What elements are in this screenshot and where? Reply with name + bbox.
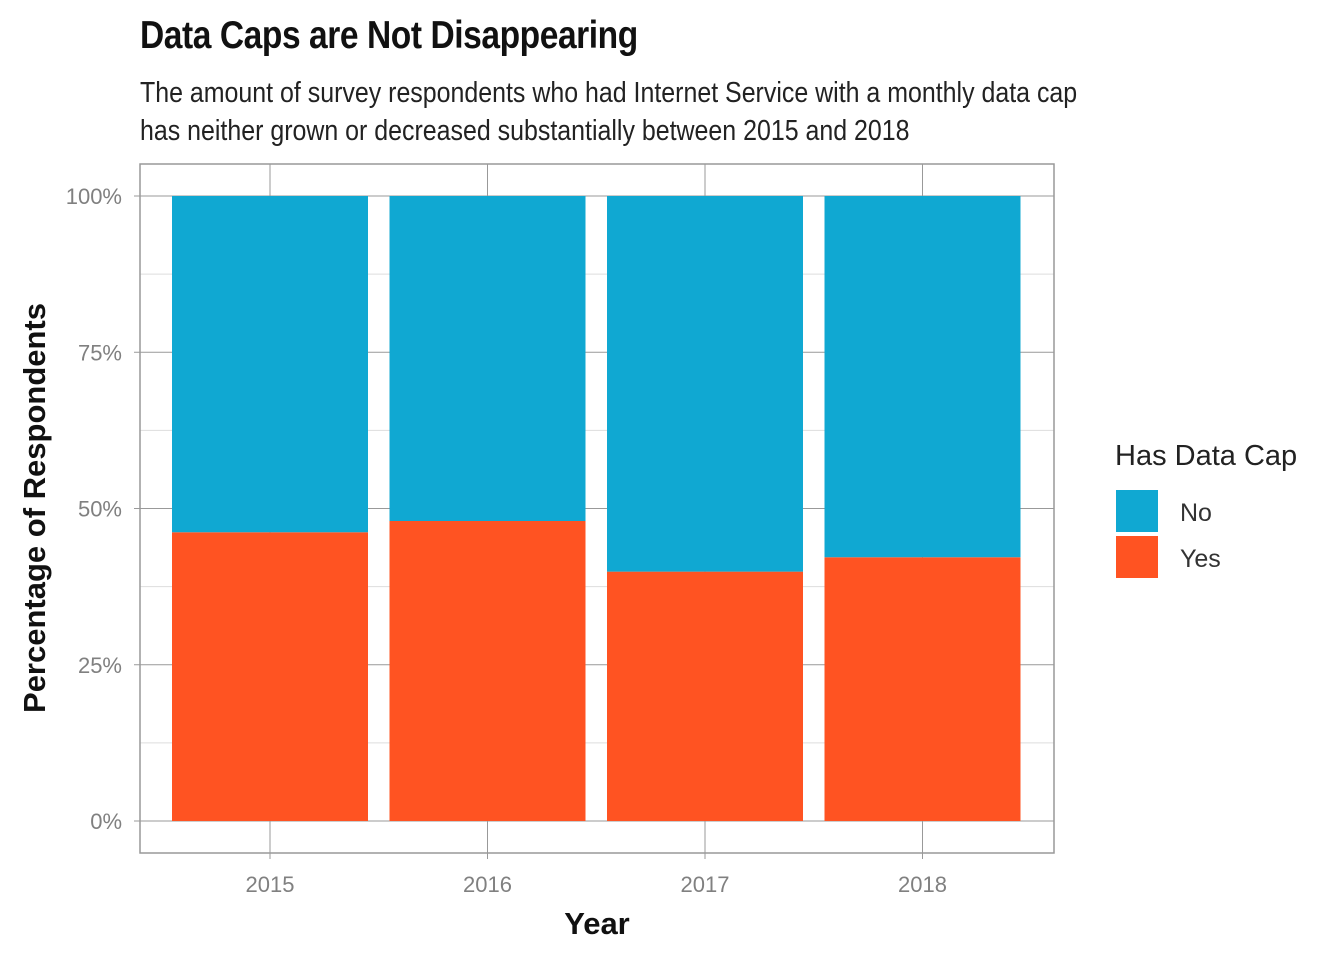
y-axis: 0% 25% 50% 75% 100% [66,184,140,834]
x-tick-label: 2015 [246,872,295,897]
bar-yes-2017 [607,571,803,821]
bar-no-2016 [389,196,586,521]
bar-yes-2016 [389,521,586,821]
bar-yes-2015 [172,532,368,821]
x-tick-label: 2016 [463,872,512,897]
y-tick-label: 75% [78,340,122,365]
legend-label-no: No [1180,499,1212,527]
subtitle-line-1: The amount of survey respondents who had… [140,77,1078,109]
bar-no-2015 [172,196,368,533]
x-tick-label: 2017 [681,872,730,897]
legend-title: Has Data Cap [1115,440,1297,472]
legend: Has Data Cap No Yes [1115,440,1297,578]
subtitle-line-2: has neither grown or decreased substanti… [140,115,910,147]
y-tick-label: 0% [90,809,122,834]
y-tick-label: 25% [78,653,122,678]
y-tick-label: 100% [66,184,122,209]
bar-no-2018 [824,196,1021,558]
legend-swatch-yes [1116,536,1158,578]
x-tick-label: 2018 [898,872,947,897]
bars [172,196,1021,821]
legend-swatch-no [1116,490,1158,532]
bar-yes-2018 [824,557,1021,821]
bar-no-2017 [607,196,803,572]
legend-label-yes: Yes [1180,545,1221,573]
y-axis-title: Percentage of Respondents [17,303,52,713]
x-axis: 2015 2016 2017 2018 [246,853,947,897]
chart-title: Data Caps are Not Disappearing [140,14,638,57]
x-axis-title: Year [564,906,630,941]
y-tick-label: 50% [78,497,122,522]
chart-subtitle: The amount of survey respondents who had… [140,74,1077,150]
